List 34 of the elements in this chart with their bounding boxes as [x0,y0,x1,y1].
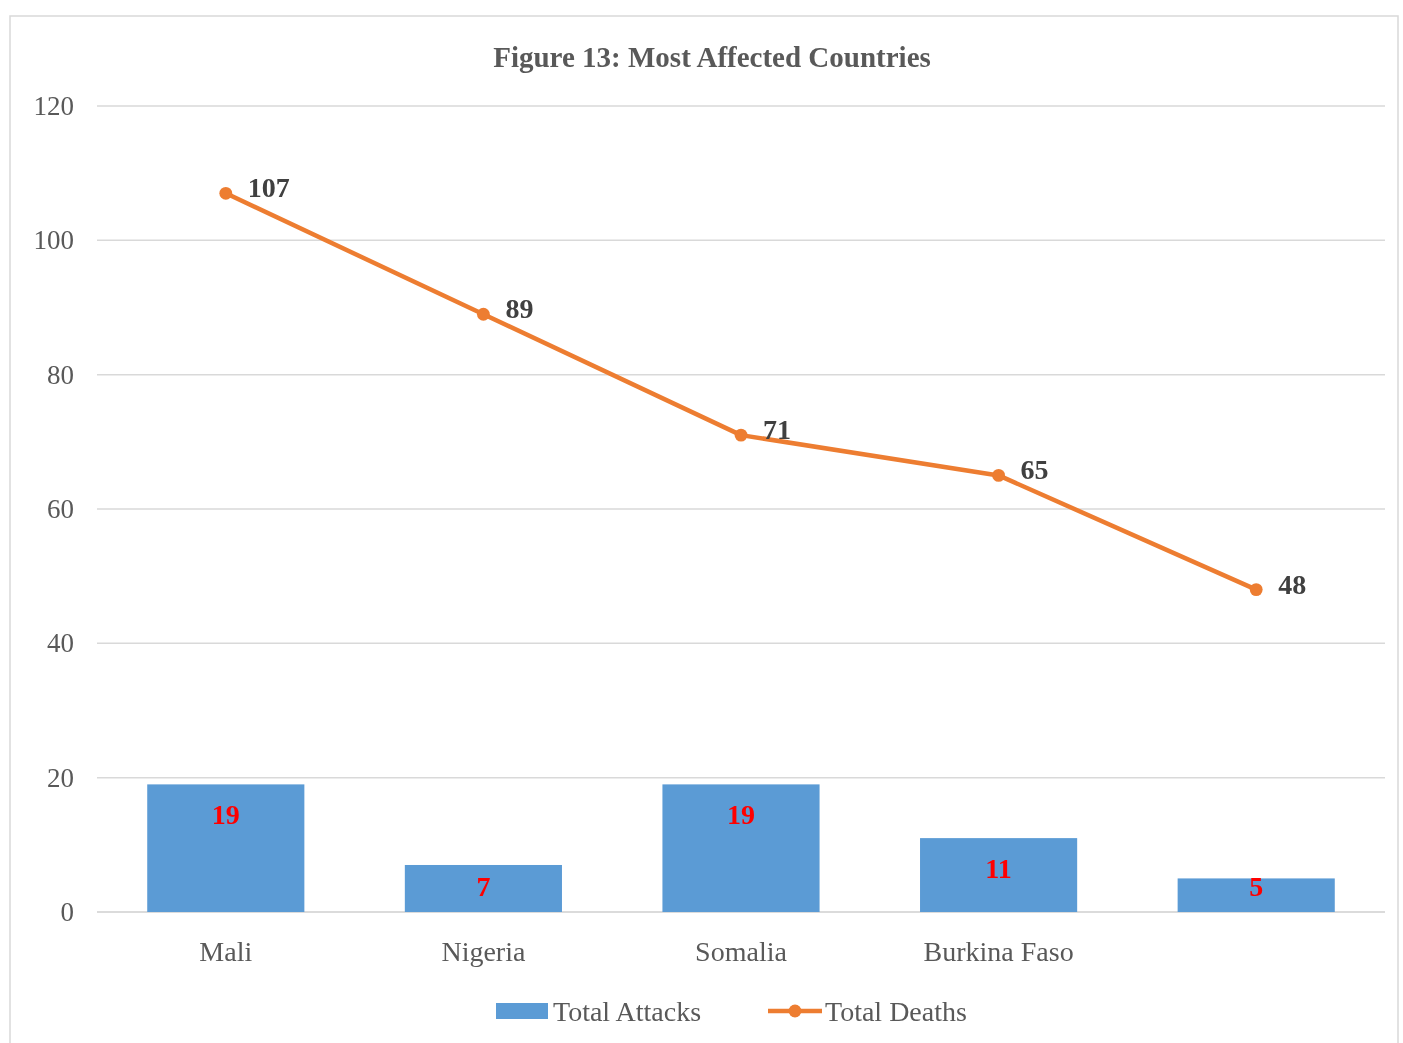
data-label: 19 [211,799,240,831]
y-tick-label: 0 [60,897,74,927]
point [219,186,233,200]
legend-label: Total Deaths [825,996,967,1027]
data-label: 89 [505,293,534,325]
x-tick-label: Somalia [695,936,788,967]
y-tick-label: 40 [47,628,74,659]
data-label: 48 [1278,568,1307,600]
point [476,307,490,321]
y-tick-label: 20 [47,762,74,793]
x-tick-label: Nigeria [441,936,526,967]
chart-title: Figure 13: Most Affected Countries [493,41,931,73]
data-label: 19 [727,799,755,831]
data-label: 11 [985,853,1012,885]
data-label: 7 [476,871,491,902]
bar [662,784,820,912]
point [734,428,748,442]
bar [920,838,1078,912]
bar [1177,878,1335,912]
bar [404,864,562,912]
point [1249,583,1263,597]
data-label: 65 [1020,454,1049,486]
data-label: 71 [763,414,791,446]
bar [147,784,305,912]
data-label: 107 [247,172,290,204]
data-label: 5 [1249,871,1264,902]
point [992,469,1006,482]
y-tick-label: 60 [47,494,74,524]
y-tick-label: 120 [33,91,74,121]
legend-label: Total Attacks [553,996,702,1027]
x-tick-label: Mali [199,936,253,967]
x-tick-label: Burkina Faso [923,936,1074,967]
y-tick-label: 80 [47,359,74,390]
y-tick-label: 100 [33,225,74,256]
